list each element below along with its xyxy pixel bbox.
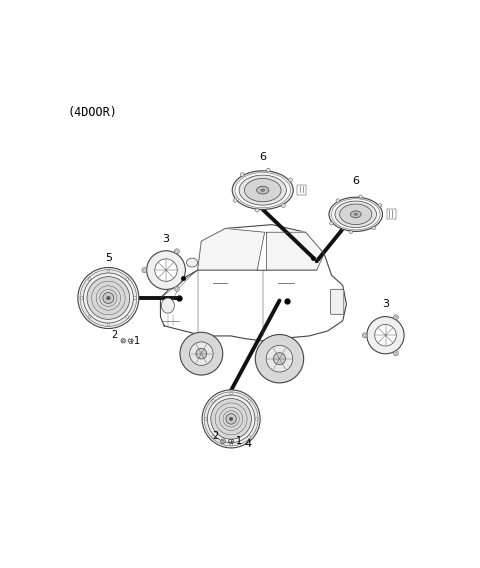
Circle shape [107,296,110,300]
Circle shape [240,173,244,177]
Circle shape [133,296,136,299]
Circle shape [362,333,367,337]
Circle shape [378,203,382,207]
Circle shape [142,268,147,273]
Circle shape [144,269,145,271]
Circle shape [84,273,133,323]
Circle shape [211,399,252,439]
Circle shape [230,392,232,395]
Circle shape [174,286,180,291]
Text: 4: 4 [244,440,252,449]
Ellipse shape [331,199,380,230]
Circle shape [155,259,177,281]
Circle shape [230,443,232,445]
Circle shape [395,316,397,318]
Circle shape [233,198,237,202]
Ellipse shape [232,171,293,210]
Circle shape [78,268,139,328]
Circle shape [288,178,292,182]
Circle shape [372,227,375,230]
Circle shape [88,278,91,281]
Circle shape [126,315,129,318]
Circle shape [255,417,258,420]
Polygon shape [160,224,347,341]
Text: 6: 6 [259,152,266,162]
Circle shape [174,249,180,254]
Circle shape [330,222,333,225]
Circle shape [126,278,129,281]
Text: 2: 2 [111,330,118,340]
Circle shape [103,293,114,303]
Ellipse shape [239,175,287,205]
Circle shape [80,296,83,299]
Circle shape [212,436,215,438]
Circle shape [221,439,225,444]
FancyBboxPatch shape [386,210,396,219]
Circle shape [248,436,251,438]
Circle shape [107,270,110,273]
Circle shape [375,324,396,346]
Ellipse shape [161,298,174,313]
Ellipse shape [257,186,269,194]
Text: 6: 6 [352,177,359,186]
Circle shape [248,400,251,402]
Text: 1: 1 [134,336,141,346]
Circle shape [204,417,207,420]
Circle shape [367,316,404,354]
Circle shape [364,334,366,336]
Circle shape [80,270,137,327]
Circle shape [255,335,304,383]
Circle shape [176,250,178,252]
Text: 3: 3 [163,234,169,244]
Circle shape [266,345,293,372]
Ellipse shape [340,204,372,224]
Circle shape [229,417,233,421]
Circle shape [222,440,224,442]
Circle shape [107,323,110,326]
Circle shape [176,288,178,290]
Circle shape [88,315,91,318]
Circle shape [212,400,215,402]
Circle shape [180,332,223,375]
Ellipse shape [335,201,376,228]
Circle shape [121,339,125,343]
FancyBboxPatch shape [330,289,344,314]
Circle shape [122,340,124,342]
Circle shape [281,204,285,208]
Ellipse shape [350,211,361,218]
Text: (4DOOR): (4DOOR) [67,106,117,119]
Circle shape [202,390,260,448]
Circle shape [394,315,398,320]
Ellipse shape [244,178,281,202]
FancyBboxPatch shape [297,185,306,195]
Circle shape [190,342,213,365]
Polygon shape [266,232,324,270]
Circle shape [359,195,362,198]
Text: 3: 3 [382,299,389,309]
Circle shape [255,208,259,212]
Circle shape [349,230,353,233]
Circle shape [147,250,185,290]
Circle shape [87,277,130,319]
Ellipse shape [354,213,357,215]
Ellipse shape [186,258,198,267]
Circle shape [336,199,339,202]
Circle shape [207,395,255,442]
Ellipse shape [261,189,264,191]
Polygon shape [198,228,264,270]
Text: 5: 5 [105,253,112,262]
Circle shape [395,352,397,354]
Circle shape [226,414,236,424]
Circle shape [274,353,286,365]
Text: 1: 1 [236,436,242,446]
Ellipse shape [235,173,290,208]
Ellipse shape [329,197,383,231]
Circle shape [266,168,270,172]
Circle shape [394,351,398,356]
Text: 2: 2 [212,431,218,441]
Circle shape [196,348,207,359]
Circle shape [204,392,258,446]
